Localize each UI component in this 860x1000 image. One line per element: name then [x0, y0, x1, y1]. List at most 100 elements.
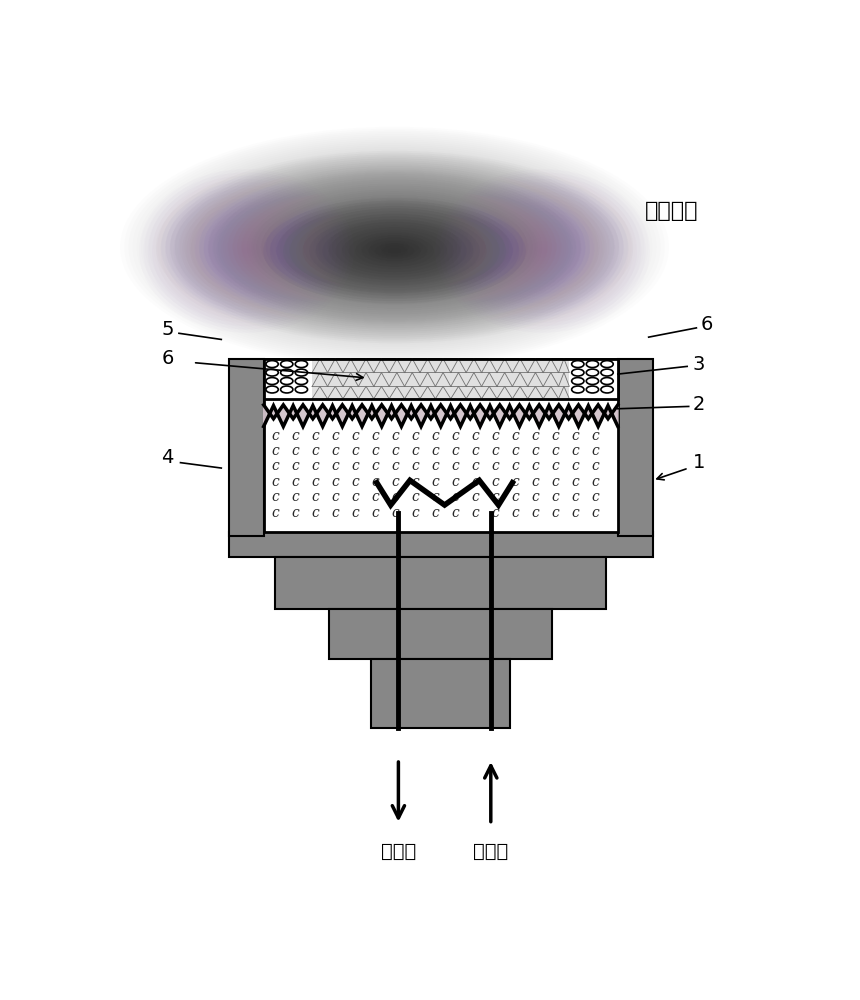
Text: c: c	[572, 429, 580, 443]
Text: c: c	[372, 490, 379, 504]
Ellipse shape	[587, 378, 599, 384]
Text: c: c	[512, 475, 519, 489]
Text: c: c	[331, 460, 339, 474]
Text: c: c	[551, 506, 559, 520]
Text: c: c	[311, 444, 319, 458]
Text: 6: 6	[700, 315, 713, 334]
Text: c: c	[471, 490, 479, 504]
Text: 5: 5	[161, 320, 174, 339]
Text: c: c	[551, 429, 559, 443]
Text: c: c	[452, 460, 459, 474]
Ellipse shape	[295, 386, 308, 393]
Text: 2: 2	[692, 395, 705, 414]
Bar	[275, 557, 606, 609]
Bar	[372, 659, 510, 728]
Text: c: c	[551, 460, 559, 474]
Ellipse shape	[280, 369, 293, 376]
Text: c: c	[531, 460, 539, 474]
Text: c: c	[311, 429, 319, 443]
Text: c: c	[391, 506, 399, 520]
Text: c: c	[331, 506, 339, 520]
Text: c: c	[592, 506, 599, 520]
Bar	[617, 359, 653, 536]
Text: c: c	[452, 506, 459, 520]
Text: c: c	[471, 506, 479, 520]
Text: 3: 3	[692, 355, 705, 374]
Text: c: c	[271, 429, 280, 443]
Text: c: c	[531, 506, 539, 520]
Text: c: c	[331, 490, 339, 504]
Ellipse shape	[601, 386, 613, 393]
Ellipse shape	[295, 369, 308, 376]
Text: c: c	[432, 429, 439, 443]
Text: c: c	[452, 475, 459, 489]
Text: c: c	[512, 460, 519, 474]
Text: c: c	[292, 429, 299, 443]
Text: c: c	[391, 429, 399, 443]
Text: c: c	[512, 429, 519, 443]
Text: c: c	[551, 490, 559, 504]
Bar	[329, 609, 552, 659]
Ellipse shape	[601, 361, 613, 368]
Text: c: c	[411, 460, 419, 474]
Text: c: c	[292, 475, 299, 489]
Text: c: c	[372, 444, 379, 458]
Text: c: c	[551, 475, 559, 489]
Bar	[264, 359, 617, 532]
Text: 6: 6	[161, 349, 174, 368]
Ellipse shape	[587, 369, 599, 376]
Ellipse shape	[280, 361, 293, 368]
Text: c: c	[352, 429, 359, 443]
Text: c: c	[271, 444, 280, 458]
Ellipse shape	[572, 386, 584, 393]
Bar	[229, 532, 653, 557]
Text: c: c	[411, 429, 419, 443]
Text: c: c	[471, 460, 479, 474]
Text: c: c	[492, 444, 500, 458]
Text: 冷却水: 冷却水	[381, 842, 416, 861]
Bar	[264, 359, 312, 399]
Text: c: c	[452, 429, 459, 443]
Text: c: c	[471, 475, 479, 489]
Text: c: c	[512, 490, 519, 504]
Text: c: c	[391, 475, 399, 489]
Text: c: c	[331, 444, 339, 458]
Text: c: c	[411, 475, 419, 489]
Text: c: c	[572, 460, 580, 474]
Text: c: c	[352, 475, 359, 489]
Text: c: c	[372, 460, 379, 474]
Text: 4: 4	[161, 448, 174, 467]
Text: c: c	[432, 444, 439, 458]
Text: c: c	[271, 475, 280, 489]
Text: c: c	[391, 460, 399, 474]
Text: c: c	[492, 475, 500, 489]
Text: c: c	[432, 475, 439, 489]
Polygon shape	[264, 405, 617, 426]
Text: c: c	[592, 429, 599, 443]
Text: c: c	[372, 475, 379, 489]
Text: c: c	[352, 460, 359, 474]
Text: c: c	[352, 444, 359, 458]
Ellipse shape	[280, 386, 293, 393]
Text: c: c	[572, 490, 580, 504]
Text: c: c	[311, 460, 319, 474]
Text: c: c	[311, 506, 319, 520]
Text: c: c	[352, 490, 359, 504]
Text: c: c	[432, 506, 439, 520]
Text: c: c	[391, 490, 399, 504]
Text: c: c	[372, 429, 379, 443]
Ellipse shape	[266, 369, 279, 376]
Text: c: c	[432, 460, 439, 474]
Ellipse shape	[572, 369, 584, 376]
Text: c: c	[271, 490, 280, 504]
Text: c: c	[292, 506, 299, 520]
Text: c: c	[372, 506, 379, 520]
Text: c: c	[512, 444, 519, 458]
Text: c: c	[331, 429, 339, 443]
Text: c: c	[331, 475, 339, 489]
Text: c: c	[592, 460, 599, 474]
Text: c: c	[572, 444, 580, 458]
Text: c: c	[292, 444, 299, 458]
Ellipse shape	[572, 378, 584, 384]
Text: c: c	[531, 429, 539, 443]
